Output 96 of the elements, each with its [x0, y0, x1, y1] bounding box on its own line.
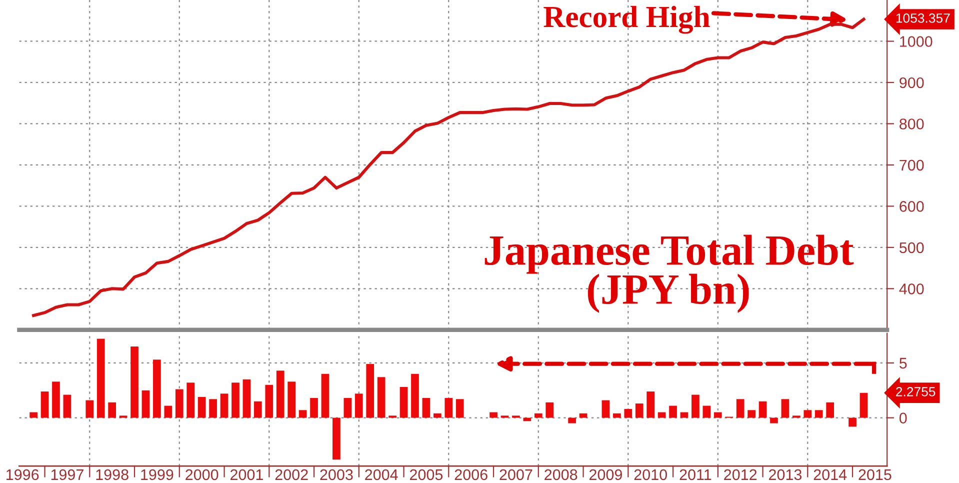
x-tick-label: 2005	[410, 469, 443, 480]
bar	[276, 370, 284, 418]
annotation: Record High	[544, 6, 710, 34]
x-tick-label: 2009	[589, 469, 622, 480]
bar	[748, 410, 756, 418]
bar	[321, 374, 330, 418]
bar	[411, 374, 419, 418]
bar	[142, 390, 150, 418]
bar	[130, 346, 138, 418]
x-tick-label: 2012	[724, 469, 757, 480]
x-tick-label: 2013	[768, 469, 802, 480]
bar	[546, 402, 554, 418]
bar	[400, 387, 408, 418]
x-tick-label: 2015	[858, 469, 892, 480]
bar	[680, 412, 688, 418]
y-tick-label: 1000	[900, 36, 932, 47]
x-tick-label: 2006	[454, 469, 488, 480]
y-tick-label: 900	[900, 77, 924, 88]
bar	[490, 412, 498, 418]
x-tick-label: 2008	[544, 469, 578, 480]
bar	[534, 413, 542, 418]
bar	[186, 382, 195, 418]
bar	[108, 402, 116, 418]
bar	[220, 394, 228, 418]
bar	[860, 392, 868, 418]
bar	[814, 410, 823, 418]
y-tick-label: 0	[899, 412, 907, 424]
y-tick-label: 700	[900, 160, 924, 171]
x-tick-label: 1996	[6, 469, 39, 480]
bar	[63, 394, 72, 418]
x-tick-label: 2003	[320, 469, 353, 480]
text: Japanese Total Debt (JPY bn)	[484, 234, 854, 313]
bar	[40, 391, 49, 418]
x-tick-label: 1999	[141, 469, 174, 480]
bar	[175, 389, 184, 418]
x-tick-label: 2007	[500, 469, 532, 480]
bar	[242, 379, 251, 418]
bar	[254, 401, 262, 418]
bar	[366, 364, 374, 418]
x-tick-label: 2011	[680, 469, 712, 480]
bar	[310, 398, 318, 418]
bar	[612, 413, 621, 418]
annotation: 1053.357	[896, 13, 950, 23]
bar	[332, 418, 340, 460]
bar	[702, 406, 711, 418]
bar	[433, 413, 442, 418]
bar	[344, 398, 352, 418]
bar	[826, 402, 834, 418]
x-tick-label: 1998	[96, 469, 128, 480]
x-tick-label: 2002	[275, 469, 308, 480]
bar	[456, 399, 464, 418]
bar	[232, 382, 240, 418]
bar	[422, 398, 430, 418]
y-tick-label: 500	[899, 242, 924, 254]
y-tick-label: 400	[899, 284, 924, 294]
bar	[646, 391, 655, 418]
bar	[624, 409, 632, 418]
bar	[86, 400, 94, 418]
bar	[568, 418, 576, 424]
bar	[209, 399, 217, 418]
x-tick-label: 1997	[51, 469, 84, 480]
bar	[758, 401, 767, 418]
bar	[736, 399, 744, 418]
x-tick-label: 2010	[634, 469, 667, 480]
bar	[692, 394, 700, 418]
x-tick-label: 2000	[186, 469, 218, 480]
bar	[30, 412, 38, 418]
bar	[658, 412, 666, 418]
annotation: 2.2755	[896, 387, 936, 396]
bar	[602, 400, 610, 418]
bar	[96, 338, 105, 418]
bar	[52, 382, 60, 418]
y-tick-label: 5	[899, 358, 907, 369]
x-tick-label: 2014	[814, 469, 847, 480]
bar	[298, 410, 307, 418]
bar	[669, 406, 677, 418]
bar	[198, 396, 206, 418]
x-tick-label: 2004	[365, 469, 398, 480]
bar	[770, 418, 778, 424]
bar	[848, 418, 856, 427]
bar	[781, 399, 790, 418]
bar	[714, 412, 722, 418]
bar	[288, 382, 296, 418]
bar	[635, 404, 644, 418]
bar	[579, 413, 588, 418]
bar	[804, 410, 812, 418]
bar	[153, 360, 161, 418]
bar	[444, 398, 453, 418]
bar	[164, 406, 172, 418]
y-tick-label: 800	[900, 118, 924, 130]
bar	[265, 384, 274, 418]
bar	[354, 394, 363, 418]
bar	[523, 418, 532, 422]
bar	[377, 377, 386, 418]
y-tick-label: 600	[900, 201, 924, 212]
x-tick-label: 2001	[230, 469, 263, 480]
